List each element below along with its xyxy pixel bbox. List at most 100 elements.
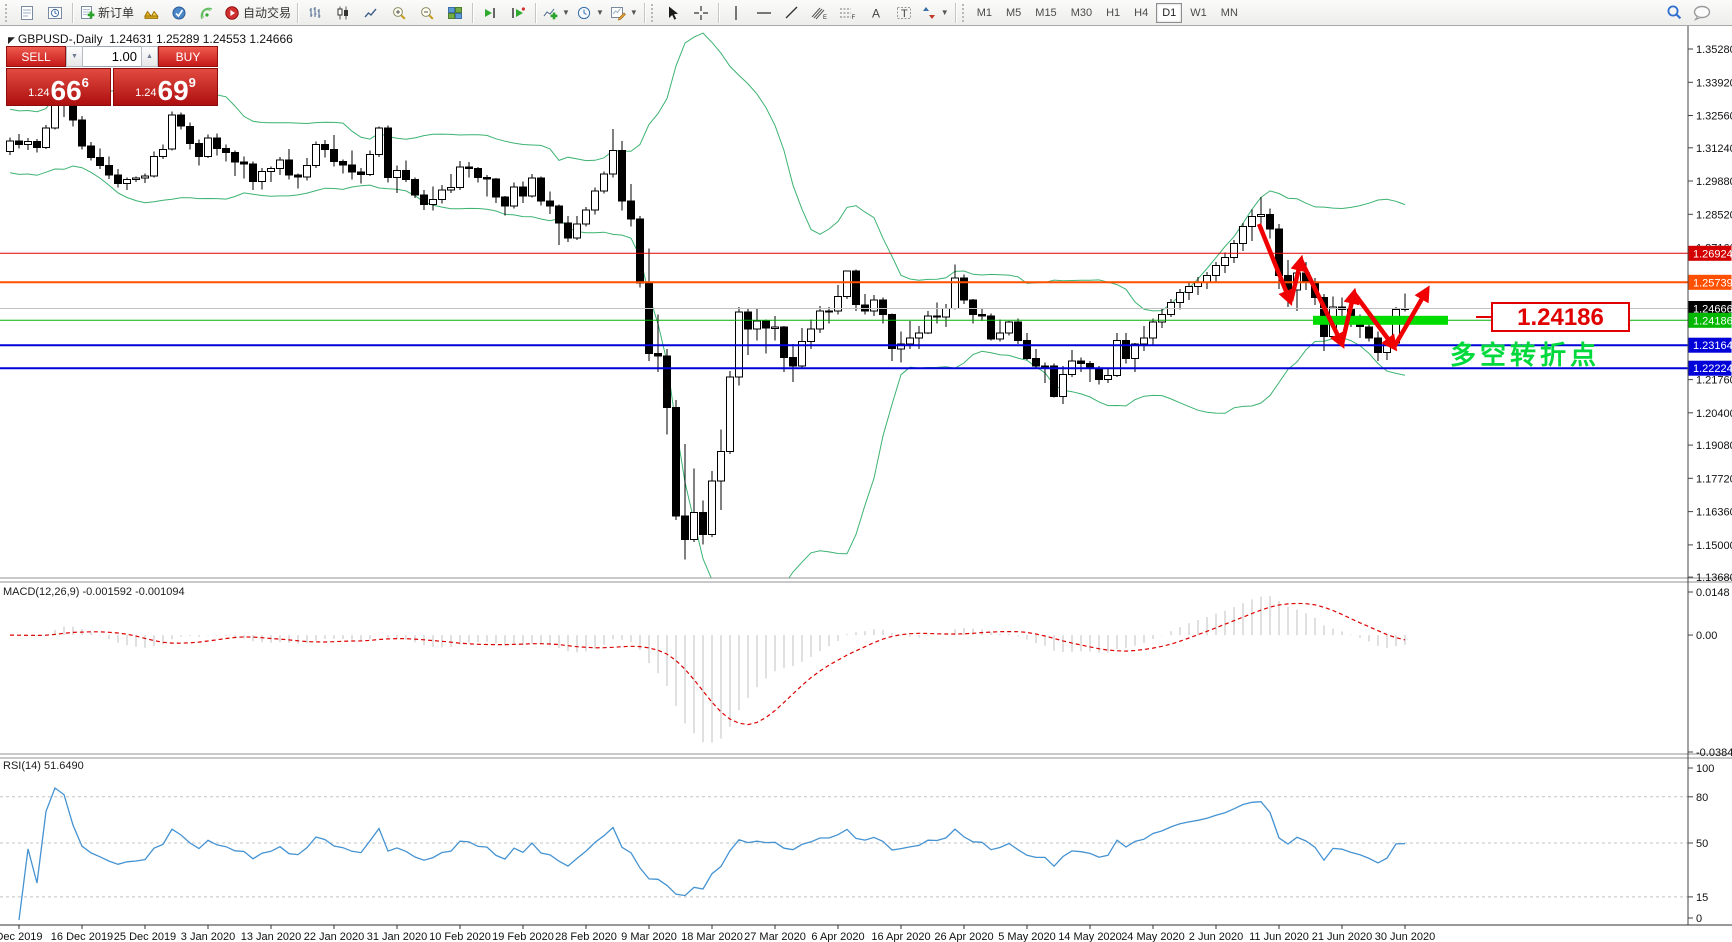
svg-text:3 Jan 2020: 3 Jan 2020 — [181, 931, 235, 942]
crosshair-button[interactable] — [687, 1, 715, 25]
candlestick-type-button[interactable] — [329, 1, 357, 25]
svg-text:80: 80 — [1696, 792, 1708, 804]
new-order-button[interactable]: 新订单 — [76, 1, 137, 25]
horizontal-line-tool-button[interactable] — [750, 1, 778, 25]
bollinger-upper-band — [9, 32, 1406, 312]
chart-symbol-period: GBPUSD-,Daily — [17, 32, 103, 46]
toolbar-separator — [535, 2, 537, 23]
profiles-button[interactable] — [41, 1, 69, 25]
svg-text:10 Feb 2020: 10 Feb 2020 — [429, 931, 491, 942]
zigzag-arrow-1[interactable] — [1256, 223, 1294, 307]
line-chart-type-button[interactable] — [357, 1, 385, 25]
toolbar-grip[interactable] — [650, 3, 656, 22]
new-chart-button[interactable] — [13, 1, 41, 25]
timeframe-M30[interactable]: M30 — [1070, 6, 1093, 19]
periods-button[interactable]: ▼ — [573, 1, 607, 25]
horizontal-line-icon — [756, 5, 772, 21]
main-toolbar: 新订单 自动交易 ▼ ▼ ▼ E F A T ▼ M1 M5 M15 M30 H1 H4 D… — [0, 0, 1732, 26]
periods-icon — [576, 5, 592, 21]
zoom-in-button[interactable] — [385, 1, 413, 25]
bar-chart-type-button[interactable] — [301, 1, 329, 25]
support-zone-bar[interactable] — [1313, 315, 1448, 325]
buy-price-panel[interactable]: 1.24 69 9 — [113, 68, 218, 106]
signals-button[interactable] — [193, 1, 221, 25]
buy-button[interactable]: BUY — [158, 46, 218, 67]
chart-canvas[interactable]: 1.24186 多空转折点 1.35280 1.33920 1.32560 1.3124… — [0, 26, 1732, 942]
arrows-tool-button[interactable]: ▼ — [918, 1, 952, 25]
indicators-button[interactable]: ▼ — [539, 1, 573, 25]
svg-text:30 Jun 2020: 30 Jun 2020 — [1375, 931, 1436, 942]
timeframe-MN[interactable]: MN — [1220, 6, 1238, 19]
timeframe-H1[interactable]: H1 — [1106, 6, 1121, 19]
market-watch-button[interactable] — [137, 1, 165, 25]
cursor-icon — [665, 5, 681, 21]
timeframe-M5[interactable]: M5 — [1006, 6, 1022, 19]
toolbar-separator — [297, 2, 299, 23]
text-tool-button[interactable]: A — [862, 1, 890, 25]
zigzag-arrow-4[interactable] — [1339, 287, 1360, 345]
price-axis[interactable]: 1.35280 1.33920 1.32560 1.31240 1.29880 1.285… — [1687, 26, 1732, 925]
zigzag-arrow-2[interactable] — [1288, 254, 1307, 302]
main-price-panel[interactable] — [0, 32, 1688, 598]
svg-text:18 Mar 2020: 18 Mar 2020 — [681, 931, 743, 942]
zigzag-arrow-6[interactable] — [1392, 285, 1430, 349]
toolbar-separator — [72, 2, 73, 23]
chart-shift-button[interactable] — [504, 1, 532, 25]
channel-tool-button[interactable]: E — [806, 1, 834, 25]
cn-note[interactable]: 多空转折点 — [1450, 340, 1600, 370]
date-axis[interactable]: Dec 2019 16 Dec 2019 25 Dec 2019 3 Jan 2020… — [0, 925, 1435, 942]
search-button[interactable] — [1660, 1, 1688, 25]
toolbar-grip[interactable] — [961, 3, 967, 22]
auto-scroll-button[interactable] — [476, 1, 504, 25]
macd-label: MACD(12,26,9) -0.001592 -0.001094 — [3, 586, 185, 598]
tile-windows-button[interactable] — [441, 1, 469, 25]
zigzag-arrow-5[interactable] — [1352, 291, 1398, 352]
panel-separator[interactable] — [0, 577, 1732, 583]
svg-text:0.0148: 0.0148 — [1696, 587, 1730, 599]
svg-text:1.25739: 1.25739 — [1693, 277, 1732, 289]
svg-text:1.24186: 1.24186 — [1693, 315, 1732, 327]
toolbar-grip[interactable] — [5, 3, 10, 22]
volume-increase-button[interactable]: ▲ — [141, 46, 158, 67]
new-chart-icon — [19, 5, 35, 21]
svg-text:50: 50 — [1696, 838, 1708, 850]
rsi-label: RSI(14) 51.6490 — [3, 760, 84, 772]
trendline-icon — [784, 5, 800, 21]
buy-price-small: 1.24 — [135, 87, 157, 99]
zoom-out-button[interactable] — [413, 1, 441, 25]
rsi-panel[interactable] — [0, 786, 1688, 921]
volume-decrease-button[interactable]: ▼ — [66, 46, 83, 67]
timeframe-D1[interactable]: D1 — [1156, 2, 1183, 23]
volume-input[interactable] — [83, 47, 141, 66]
sell-button[interactable]: SELL — [6, 46, 66, 67]
svg-text:1.24186: 1.24186 — [1517, 304, 1604, 331]
timeframe-M15[interactable]: M15 — [1035, 6, 1057, 19]
timeframe-W1[interactable]: W1 — [1190, 6, 1207, 19]
data-window-button[interactable] — [165, 1, 193, 25]
timeframe-H4[interactable]: H4 — [1134, 6, 1149, 19]
svg-text:A: A — [872, 6, 880, 20]
timeframe-M1[interactable]: M1 — [976, 6, 992, 19]
svg-text:100: 100 — [1696, 763, 1714, 775]
toolbar-separator — [643, 2, 645, 23]
cursor-button[interactable] — [659, 1, 687, 25]
templates-button[interactable]: ▼ — [607, 1, 641, 25]
zigzag-arrow-3[interactable] — [1298, 259, 1345, 349]
chat-button[interactable] — [1688, 1, 1716, 25]
price-callout[interactable]: 1.24186 — [1476, 302, 1630, 332]
fibonacci-icon: F — [839, 5, 856, 21]
sell-price-sup: 6 — [81, 75, 89, 90]
svg-text:1.32560: 1.32560 — [1696, 111, 1732, 123]
autotrading-button[interactable]: 自动交易 — [221, 1, 294, 25]
fibonacci-tool-button[interactable]: F — [834, 1, 862, 25]
svg-text:1.16360: 1.16360 — [1696, 507, 1732, 519]
svg-text:E: E — [823, 15, 827, 21]
macd-panel[interactable] — [9, 596, 1406, 743]
trendline-tool-button[interactable] — [778, 1, 806, 25]
text-label-tool-button[interactable]: T — [890, 1, 918, 25]
svg-text:2 Jun 2020: 2 Jun 2020 — [1189, 931, 1243, 942]
panel-separator[interactable] — [0, 753, 1732, 759]
vertical-line-tool-button[interactable] — [722, 1, 750, 25]
sell-price-panel[interactable]: 1.24 66 6 — [6, 68, 111, 106]
